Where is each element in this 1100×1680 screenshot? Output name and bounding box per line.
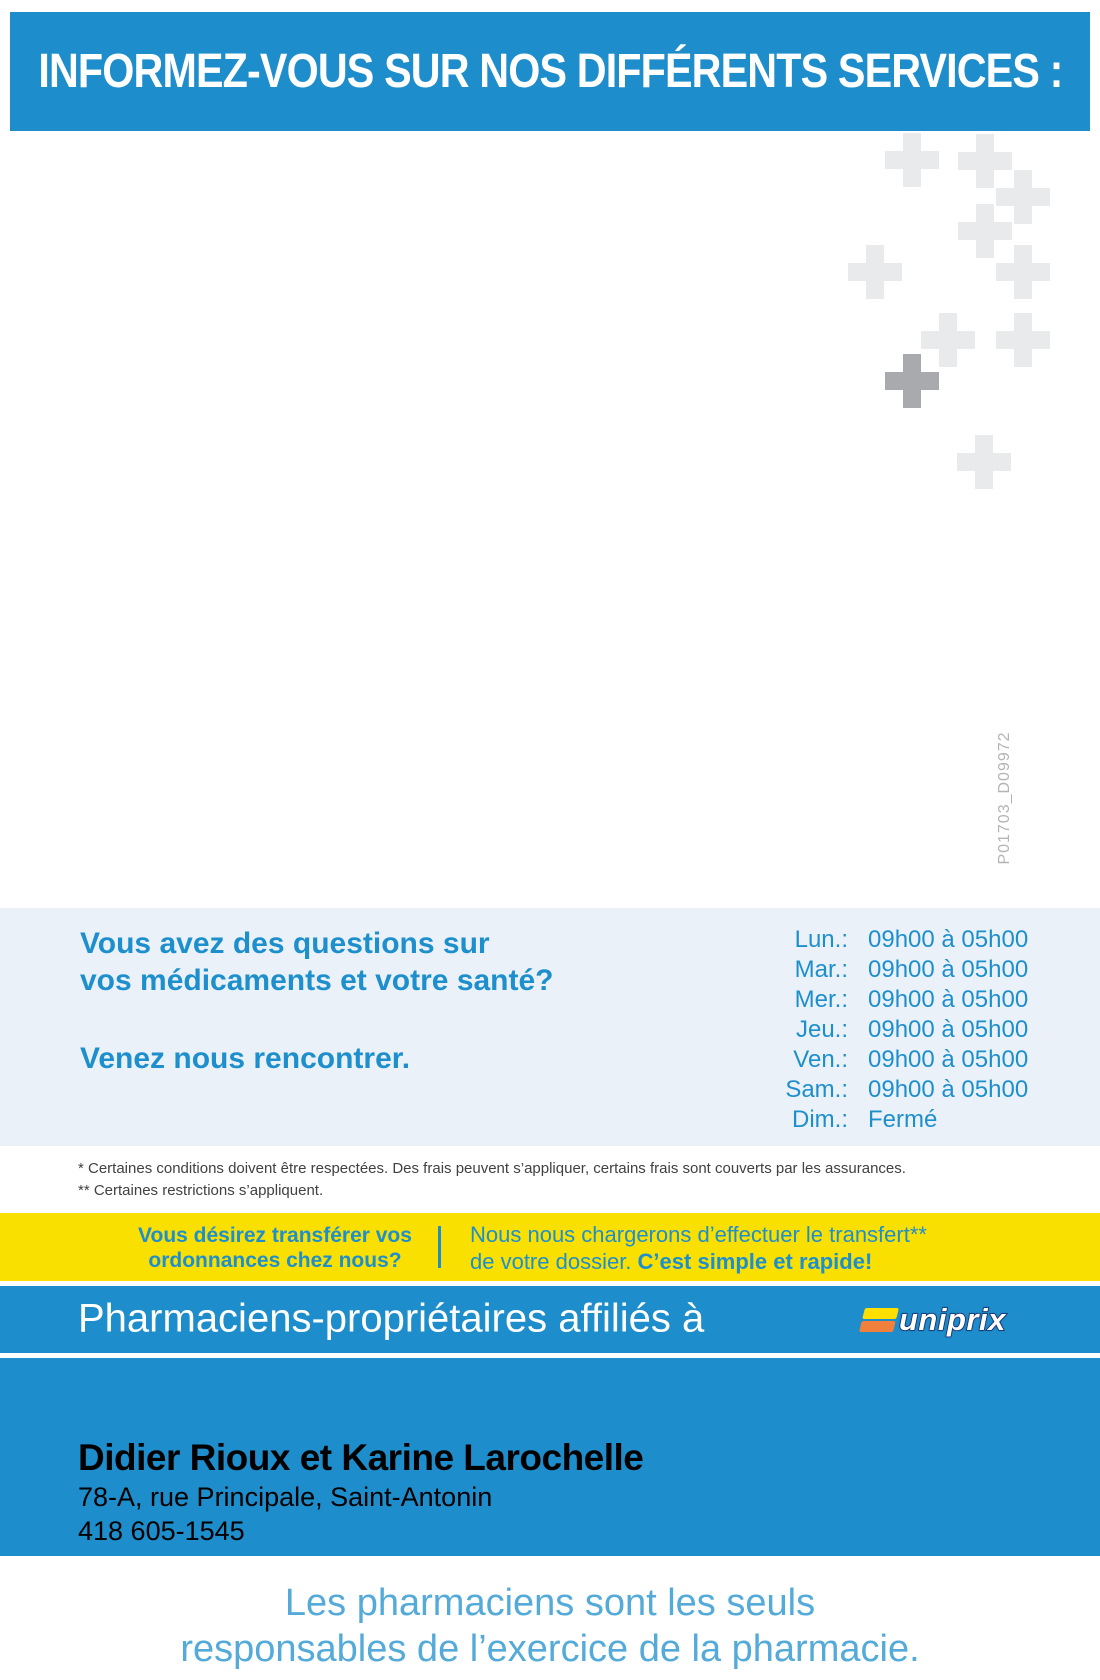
transfer-question-line2: ordonnances chez nous? — [148, 1249, 402, 1272]
hours-day-label: Mar.: — [794, 956, 848, 983]
questions-heading: Vous avez des questions sur vos médicame… — [80, 925, 554, 999]
hours-time-value: 09h00 à 05h00 — [868, 926, 1029, 953]
hours-day-label: Dim.: — [792, 1106, 848, 1133]
top-banner: INFORMEZ-VOUS SUR NOS DIFFÉRENTS SERVICE… — [10, 12, 1090, 131]
pharmacist-disclaimer: Les pharmaciens sont les seuls responsab… — [0, 1580, 1100, 1672]
hours-row: Dim.: Fermé — [745, 1106, 1085, 1136]
vertical-divider — [438, 1226, 441, 1268]
hours-time-value: 09h00 à 05h00 — [868, 1076, 1029, 1103]
pharmacist-owners-name: Didier Rioux et Karine Larochelle — [78, 1437, 644, 1478]
uniprix-logo-bars-icon — [859, 1307, 899, 1332]
plus-icon — [958, 204, 1012, 258]
hours-day-label: Jeu.: — [795, 1016, 848, 1043]
transfer-answer-line2: de votre dossier. C’est simple et rapide… — [470, 1248, 927, 1275]
plus-icon — [958, 134, 1012, 188]
plus-icon — [957, 435, 1011, 489]
hours-time-value: 09h00 à 05h00 — [868, 986, 1029, 1013]
hours-day-label: Lun.: — [794, 926, 848, 953]
footnote-line2: ** Certaines restrictions s’appliquent. — [78, 1182, 324, 1199]
transfer-answer-line2-bold: C’est simple et rapide! — [637, 1249, 873, 1274]
plus-icon — [885, 354, 939, 408]
disclaimer-line2: responsables de l’exercice de la pharmac… — [180, 1628, 920, 1670]
info-section — [0, 908, 1100, 1146]
transfer-answer-line1: Nous nous chargerons d’effectuer le tran… — [470, 1222, 927, 1247]
transfer-answer: Nous nous chargerons d’effectuer le tran… — [470, 1221, 927, 1275]
plus-icon — [921, 313, 975, 367]
affiliation-banner: Pharmaciens-propriétaires affiliés à uni… — [0, 1286, 1100, 1353]
transfer-answer-line2-normal: de votre dossier. — [470, 1249, 638, 1274]
hours-time-value: 09h00 à 05h00 — [868, 1016, 1029, 1043]
hours-row: Mar.: 09h00 à 05h00 — [745, 956, 1085, 986]
disclaimer-line1: Les pharmaciens sont les seuls — [284, 1582, 816, 1624]
hours-row: Lun.: 09h00 à 05h00 — [745, 926, 1085, 956]
questions-heading-line2: vos médicaments et votre santé? — [80, 964, 554, 997]
hours-row: Ven.: 09h00 à 05h00 — [745, 1046, 1085, 1076]
hours-row: Sam.: 09h00 à 05h00 — [745, 1076, 1085, 1106]
logo-orange-bar — [859, 1320, 896, 1332]
footnote-line1: * Certaines conditions doivent être resp… — [78, 1160, 906, 1177]
page-title: INFORMEZ-VOUS SUR NOS DIFFÉRENTS SERVICE… — [37, 45, 1063, 98]
hours-day-label: Sam.: — [785, 1076, 848, 1103]
questions-heading-line1: Vous avez des questions sur — [80, 927, 490, 960]
hours-row: Mer.: 09h00 à 05h00 — [745, 986, 1085, 1016]
print-code-label: P01703_D09972 — [996, 731, 1013, 865]
transfer-banner — [0, 1213, 1100, 1281]
hours-row: Jeu.: 09h00 à 05h00 — [745, 1016, 1085, 1046]
plus-icon — [996, 313, 1050, 367]
hours-time-value: Fermé — [868, 1106, 938, 1133]
hours-table: Lun.: 09h00 à 05h00 Mar.: 09h00 à 05h00 Mer.… — [745, 926, 1085, 1136]
footnotes: * Certaines conditions doivent être resp… — [78, 1158, 906, 1202]
affiliation-label: Pharmaciens-propriétaires affiliés à — [78, 1296, 705, 1341]
hours-time-value: 09h00 à 05h00 — [868, 956, 1029, 983]
plus-icon — [848, 245, 902, 299]
transfer-question-line1: Vous désirez transférer vos — [138, 1224, 412, 1247]
plus-icon — [885, 133, 939, 187]
transfer-question: Vous désirez transférer vos ordonnances … — [105, 1223, 445, 1273]
pharmacy-address: 78-A, rue Principale, Saint-Antonin — [78, 1482, 493, 1512]
contact-section — [0, 1358, 1100, 1556]
hours-time-value: 09h00 à 05h00 — [868, 1046, 1029, 1073]
hours-day-label: Ven.: — [793, 1046, 848, 1073]
plus-icon — [996, 170, 1050, 224]
hours-day-label: Mer.: — [794, 986, 848, 1013]
plus-icon — [996, 245, 1050, 299]
uniprix-wordmark: uniprix — [898, 1301, 1006, 1338]
logo-yellow-bar — [862, 1307, 899, 1319]
uniprix-logo: uniprix — [859, 1301, 1006, 1338]
pharmacy-phone: 418 605-1545 — [78, 1516, 245, 1546]
visit-cta: Venez nous rencontrer. — [80, 1042, 411, 1075]
